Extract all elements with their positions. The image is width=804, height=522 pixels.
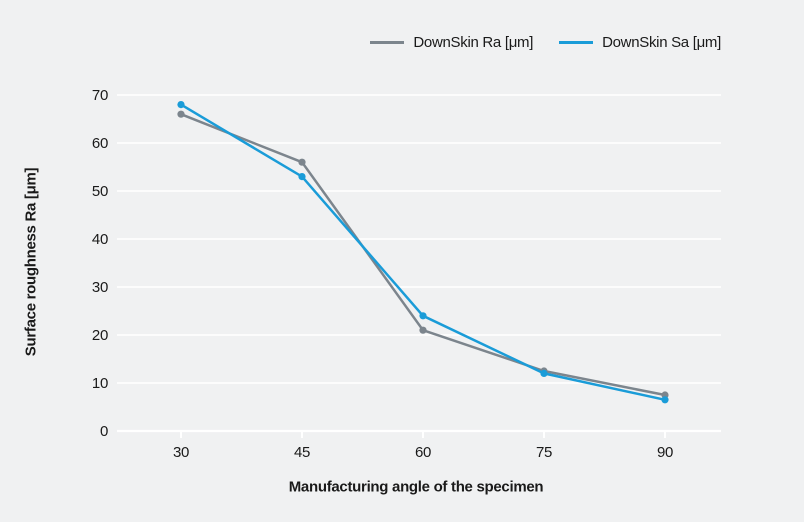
series-line-downskin-sa <box>180 103 666 402</box>
y-axis-title: Surface roughness Ra [μm] <box>22 167 40 357</box>
data-point <box>298 158 306 166</box>
data-point <box>540 369 548 377</box>
y-tick-label: 20 <box>92 327 108 344</box>
y-tick-label: 10 <box>92 375 108 392</box>
legend-label: DownSkin Sa [μm] <box>602 34 721 51</box>
legend-item: DownSkin Sa [μm] <box>559 34 721 51</box>
data-point <box>298 173 306 181</box>
x-tick-label: 45 <box>294 444 310 461</box>
y-tick-label: 60 <box>92 135 108 152</box>
data-point <box>177 110 185 118</box>
y-tick-label: 30 <box>92 279 108 296</box>
y-tick-label: 50 <box>92 183 108 200</box>
data-point <box>177 101 185 109</box>
legend-line-swatch <box>370 41 405 44</box>
x-tick-label: 30 <box>173 444 189 461</box>
data-point <box>419 326 427 334</box>
legend-line-swatch <box>559 41 594 44</box>
legend: DownSkin Ra [μm] DownSkin Sa [μm] <box>370 34 721 51</box>
y-tick-label: 0 <box>100 423 108 440</box>
series-line-downskin-ra <box>180 113 666 397</box>
x-axis-title: Manufacturing angle of the specimen <box>288 478 544 496</box>
data-point <box>661 396 669 404</box>
y-tick-label: 70 <box>92 87 108 104</box>
x-tick-label: 75 <box>536 444 552 461</box>
x-tick-label: 90 <box>657 444 673 461</box>
x-tick-label: 60 <box>415 444 431 461</box>
y-tick-label: 40 <box>92 231 108 248</box>
data-point <box>419 312 427 320</box>
legend-item: DownSkin Ra [μm] <box>370 34 533 51</box>
legend-label: DownSkin Ra [μm] <box>413 34 534 51</box>
